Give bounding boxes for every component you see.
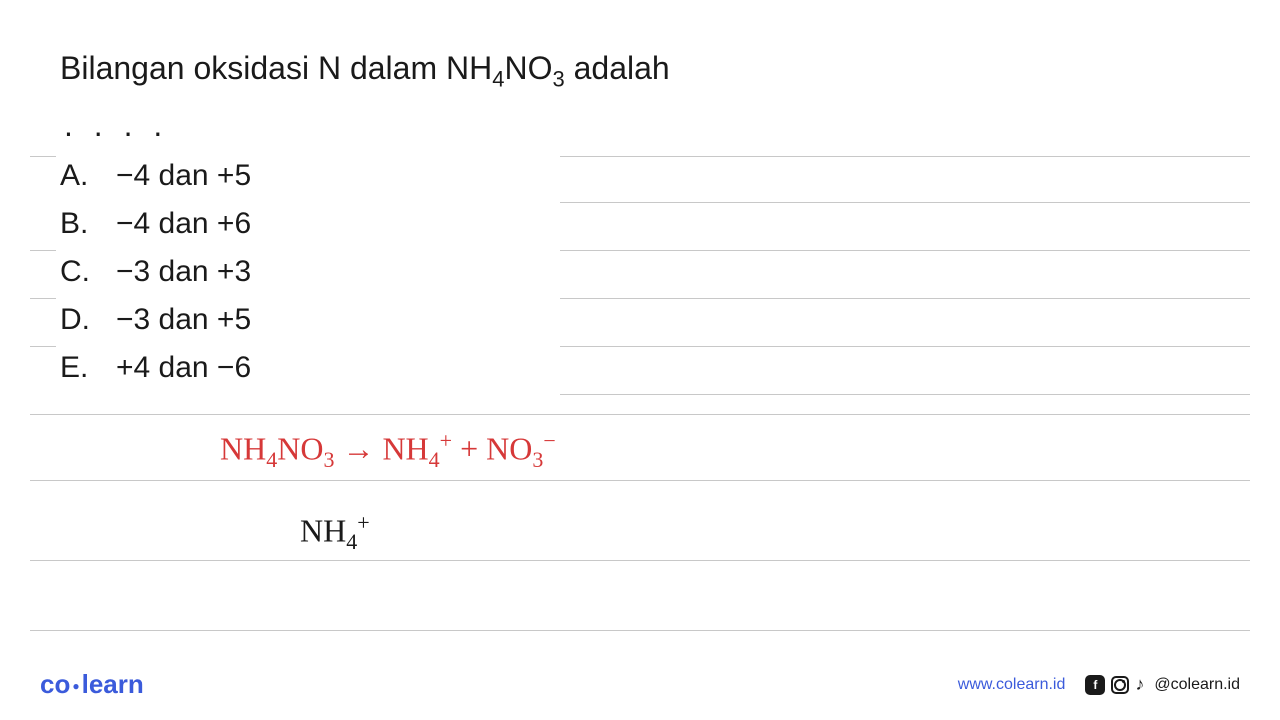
option-text: −3 dan +5 bbox=[116, 303, 251, 337]
option-e: E. +4 dan −6 bbox=[60, 344, 1220, 392]
option-letter: B. bbox=[60, 207, 116, 241]
option-text: +4 dan −6 bbox=[116, 351, 251, 385]
social-handle: @colearn.id bbox=[1154, 676, 1240, 694]
colearn-logo: co●learn bbox=[40, 669, 144, 700]
options-list: A. −4 dan +5 B. −4 dan +6 C. −3 dan +3 D… bbox=[60, 152, 1220, 392]
option-letter: A. bbox=[60, 159, 116, 193]
option-letter: D. bbox=[60, 303, 116, 337]
instagram-icon bbox=[1111, 676, 1129, 694]
footer-url: www.colearn.id bbox=[958, 676, 1066, 694]
handwriting-nh4-black: NH4+ bbox=[300, 510, 370, 555]
option-letter: E. bbox=[60, 351, 116, 385]
option-c: C. −3 dan +3 bbox=[60, 248, 1220, 296]
question-text: Bilangan oksidasi N dalam NH4NO3 adalah bbox=[60, 50, 1220, 92]
option-letter: C. bbox=[60, 255, 116, 289]
option-b: B. −4 dan +6 bbox=[60, 200, 1220, 248]
option-d: D. −3 dan +5 bbox=[60, 296, 1220, 344]
question-dots: . . . . bbox=[60, 107, 1220, 144]
social-icons: f ♪ @colearn.id bbox=[1085, 674, 1240, 695]
option-text: −4 dan +5 bbox=[116, 159, 251, 193]
tiktok-icon: ♪ bbox=[1135, 674, 1144, 695]
option-text: −4 dan +6 bbox=[116, 207, 251, 241]
handwriting-equation-red: NH4NO3 → NH4+ + NO3− bbox=[220, 428, 556, 473]
facebook-icon: f bbox=[1085, 675, 1105, 695]
footer: co●learn www.colearn.id f ♪ @colearn.id bbox=[0, 669, 1280, 700]
option-a: A. −4 dan +5 bbox=[60, 152, 1220, 200]
option-text: −3 dan +3 bbox=[116, 255, 251, 289]
